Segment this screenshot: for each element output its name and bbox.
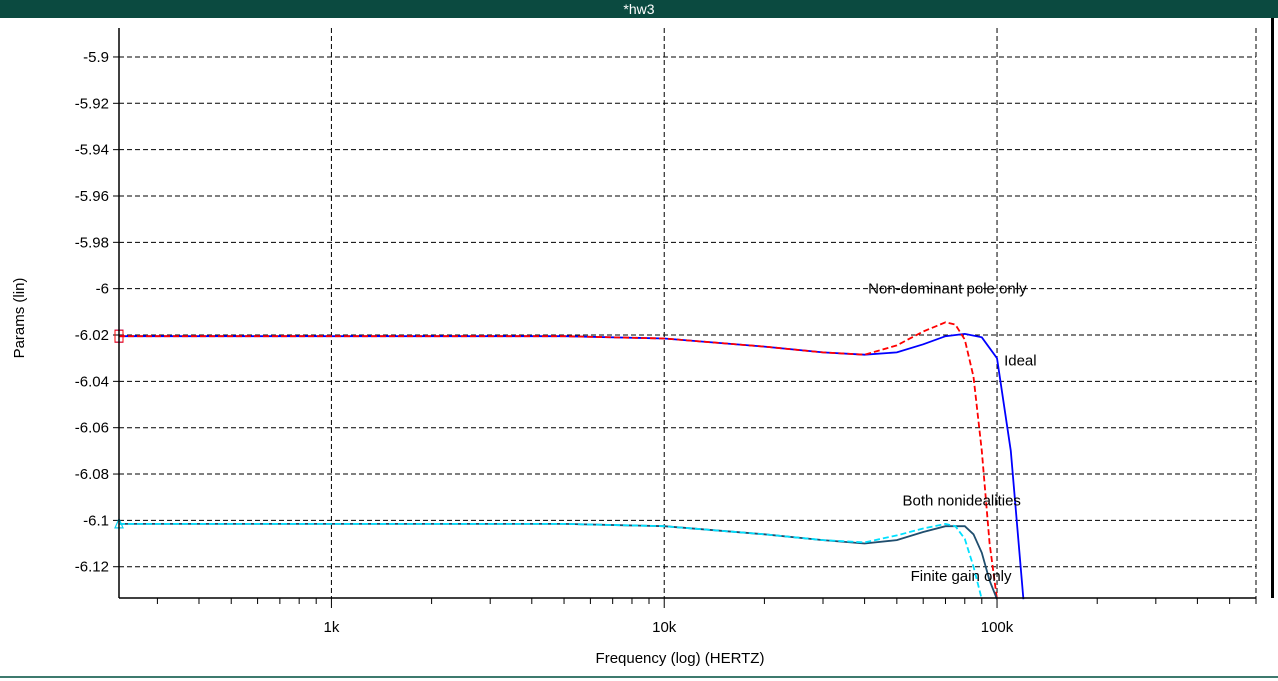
y-tick-label: -6.06 <box>75 420 109 437</box>
chart: -5.9 -5.92 -5.94 -5.96 -5.98 -6 -6.02 -6.04 -6.0… <box>11 28 1257 667</box>
y-tick-label: -5.96 <box>75 188 109 205</box>
y-tick-label: -6 <box>96 281 109 298</box>
y-tick-label: -5.98 <box>75 234 109 251</box>
y-tick-label: -6.02 <box>75 327 109 344</box>
window-title-bar[interactable]: *hw3 <box>0 0 1278 18</box>
y-tick-label: -6.08 <box>75 466 109 483</box>
x-tick-labels: 1k 10k 100k <box>323 619 1013 636</box>
annotations: Non-dominant pole only Ideal Both nonideal… <box>868 281 1036 585</box>
y-tick-label: -6.04 <box>75 373 109 390</box>
y-tick-label: -5.9 <box>83 49 109 66</box>
y-tick-label: -6.12 <box>75 559 109 576</box>
window-right-border <box>1271 18 1274 598</box>
y-tick-label: -6.1 <box>83 512 109 529</box>
x-tick-label: 100k <box>981 619 1014 636</box>
minor-ticks <box>113 56 1257 608</box>
annotation-label: Non-dominant pole only <box>868 281 1027 298</box>
series-layer <box>119 321 1025 600</box>
y-tick-label: -5.92 <box>75 95 109 112</box>
x-tick-label: 10k <box>652 619 677 636</box>
window-bottom-border <box>0 676 1278 678</box>
x-tick-label: 1k <box>323 619 339 636</box>
annotation-label: Both nonidealities <box>903 493 1021 510</box>
y-tick-labels: -5.9 -5.92 -5.94 -5.96 -5.98 -6 -6.02 -6.04 -6.0… <box>75 49 109 576</box>
y-tick-label: -5.94 <box>75 142 109 159</box>
window-title: *hw3 <box>623 1 655 17</box>
series-line <box>119 321 998 600</box>
series-line <box>119 523 998 600</box>
x-axis-label: Frequency (log) (HERTZ) <box>596 650 765 667</box>
grid-lines <box>119 28 1257 598</box>
y-axis-label: Params (lin) <box>11 278 28 359</box>
annotation-label: Ideal <box>1004 353 1037 370</box>
series-line <box>119 332 1025 600</box>
series-line <box>119 522 983 600</box>
annotation-label: Finite gain only <box>911 568 1012 585</box>
